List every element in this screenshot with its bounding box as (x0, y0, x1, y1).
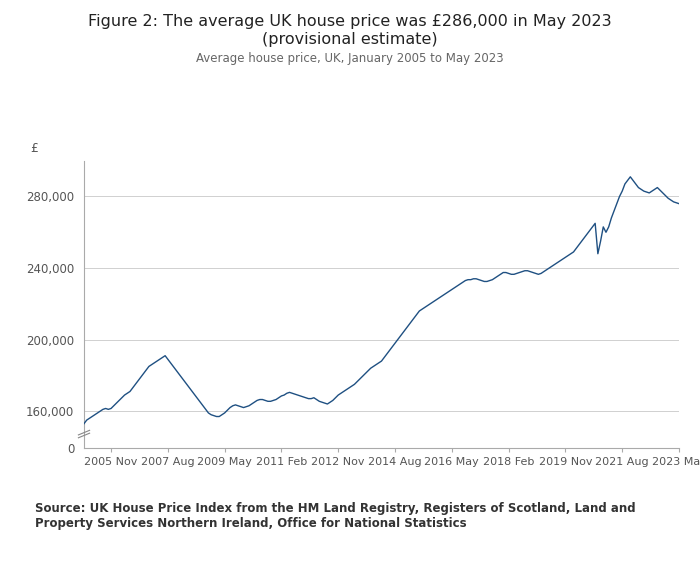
Text: Source: UK House Price Index from the HM Land Registry, Registers of Scotland, L: Source: UK House Price Index from the HM… (35, 502, 636, 530)
Text: Figure 2: The average UK house price was £286,000 in May 2023: Figure 2: The average UK house price was… (88, 14, 612, 29)
Text: (provisional estimate): (provisional estimate) (262, 32, 438, 46)
Text: £: £ (31, 142, 38, 156)
Text: Average house price, UK, January 2005 to May 2023: Average house price, UK, January 2005 to… (196, 52, 504, 65)
